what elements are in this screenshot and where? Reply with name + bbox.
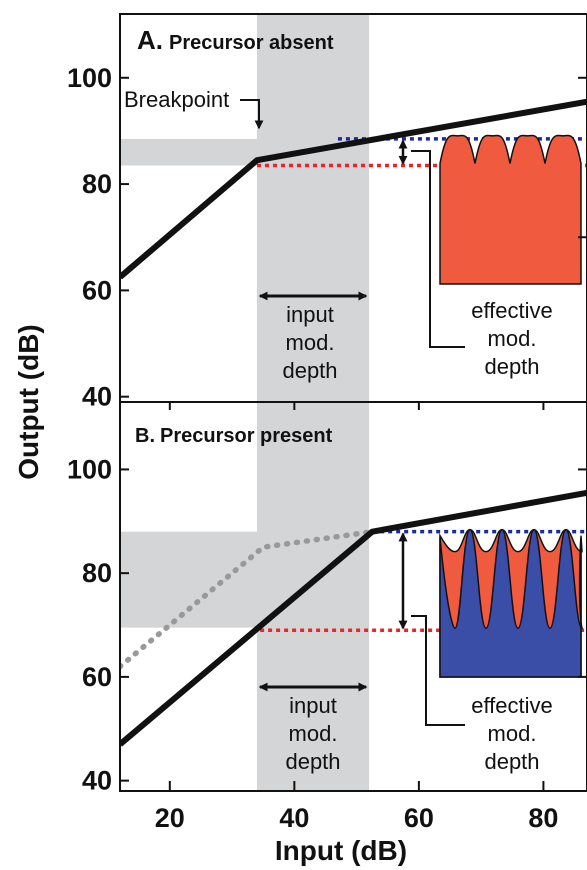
panel-a-input-mod-depth-label-3: depth: [282, 358, 337, 383]
x-tick-label: 40: [279, 803, 309, 833]
x-tick-label: 60: [404, 803, 434, 833]
panel-a-effective-leader-line: [411, 150, 465, 348]
panel-b-input-mod-depth-label-1: input: [289, 693, 337, 718]
panel-a-input-mod-depth-label-1: input: [286, 302, 334, 327]
panel-a-title-text: Precursor absent: [169, 32, 334, 54]
panel-b-precursor-absent-curve: [120, 528, 375, 670]
panel-a-letter: A.: [137, 25, 163, 55]
breakpoint-pointer: [240, 99, 264, 130]
panel-b-effective-label-1: effective: [471, 693, 553, 718]
y-tick-label: 60: [82, 275, 112, 305]
panel-a-effective-label-2: mod.: [488, 326, 537, 351]
panel-b-input-mod-depth-region: [256, 402, 370, 791]
panel-a-input-mod-depth-label-2: mod.: [286, 330, 335, 355]
panel-a-io-curve: [120, 98, 587, 280]
panel-a-output-band: [120, 138, 258, 166]
y-tick-label: 80: [82, 169, 112, 199]
panel-b-effective-label-3: depth: [484, 749, 539, 774]
y-tick-label: 80: [82, 558, 112, 588]
panel-a-y-axis: 40 60 80 100: [67, 63, 129, 412]
panel-b-effective-label-2: mod.: [488, 721, 537, 746]
y-tick-label: 100: [67, 63, 112, 93]
panel-b-input-mod-depth-label-3: depth: [285, 749, 340, 774]
panel-a-modulated-waveform: [439, 134, 582, 285]
breakpoint-label: Breakpoint: [124, 87, 229, 112]
x-axis: 20 40 60 80: [155, 402, 558, 833]
panel-b-output-band: [120, 531, 258, 628]
panel-b-title-text: Precursor present: [160, 425, 333, 447]
panel-b-letter: B.: [135, 425, 155, 447]
panel-b-title: B. Precursor present: [135, 425, 333, 447]
panel-b: 40 60 80 100 20 40 60 80 B. Precursor present i…: [67, 401, 587, 833]
panel-a-plot-area: [120, 14, 587, 402]
x-axis-title: Input (dB): [275, 835, 407, 866]
y-axis-title: Output (dB): [13, 324, 44, 480]
y-tick-label: 40: [82, 766, 112, 796]
panel-b-plot-area: [120, 402, 587, 791]
panel-b-effective-leader-line: [411, 615, 465, 726]
panel-b-frame: [119, 401, 587, 792]
y-tick-label: 40: [82, 382, 112, 412]
panel-b-right-ticks: [578, 468, 587, 678]
panel-b-io-curve: [120, 489, 587, 747]
panel-a-input-mod-depth-region: [256, 14, 370, 402]
x-tick-label: 20: [155, 803, 185, 833]
panel-a-effective-label-3: depth: [484, 354, 539, 379]
y-tick-label: 100: [67, 454, 112, 484]
panel-a-title: A. Precursor absent: [137, 25, 334, 55]
panel-b-y-axis: 40 60 80 100: [67, 454, 129, 796]
panel-a-right-ticks: [578, 76, 587, 239]
panel-b-waveform-with-precursor: [439, 528, 583, 678]
x-tick-label: 80: [528, 803, 558, 833]
panel-a-effective-label-1: effective: [471, 298, 553, 323]
y-tick-label: 60: [82, 662, 112, 692]
panel-b-input-mod-depth-label-2: mod.: [289, 721, 338, 746]
